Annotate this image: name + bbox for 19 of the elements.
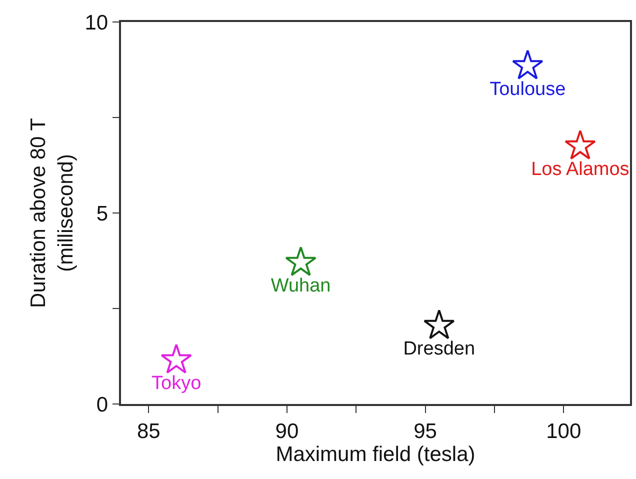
series-label: Wuhan <box>270 276 331 297</box>
y-tick-label: 0 <box>96 393 108 416</box>
y-axis-title: Duration above 80 T (millisecond) <box>27 118 78 308</box>
series-label: Tokyo <box>152 373 202 394</box>
point <box>423 309 455 340</box>
point <box>160 344 192 374</box>
x-tick-label: 95 <box>414 420 437 443</box>
x-tick-label: 85 <box>136 420 160 443</box>
series-label: Los Alamos <box>531 159 630 180</box>
x-tick-label: 90 <box>275 420 299 443</box>
point <box>512 50 544 80</box>
x-tick-label: 100 <box>546 420 582 443</box>
point <box>564 130 596 160</box>
point <box>285 246 316 276</box>
x-axis-title: Maximum field (tesla) <box>276 442 476 466</box>
y-tick-label: 10 <box>84 11 108 34</box>
y-tick-label: 5 <box>96 202 108 226</box>
series-label: Dresden <box>403 338 476 360</box>
series-label: Toulouse <box>490 78 566 100</box>
